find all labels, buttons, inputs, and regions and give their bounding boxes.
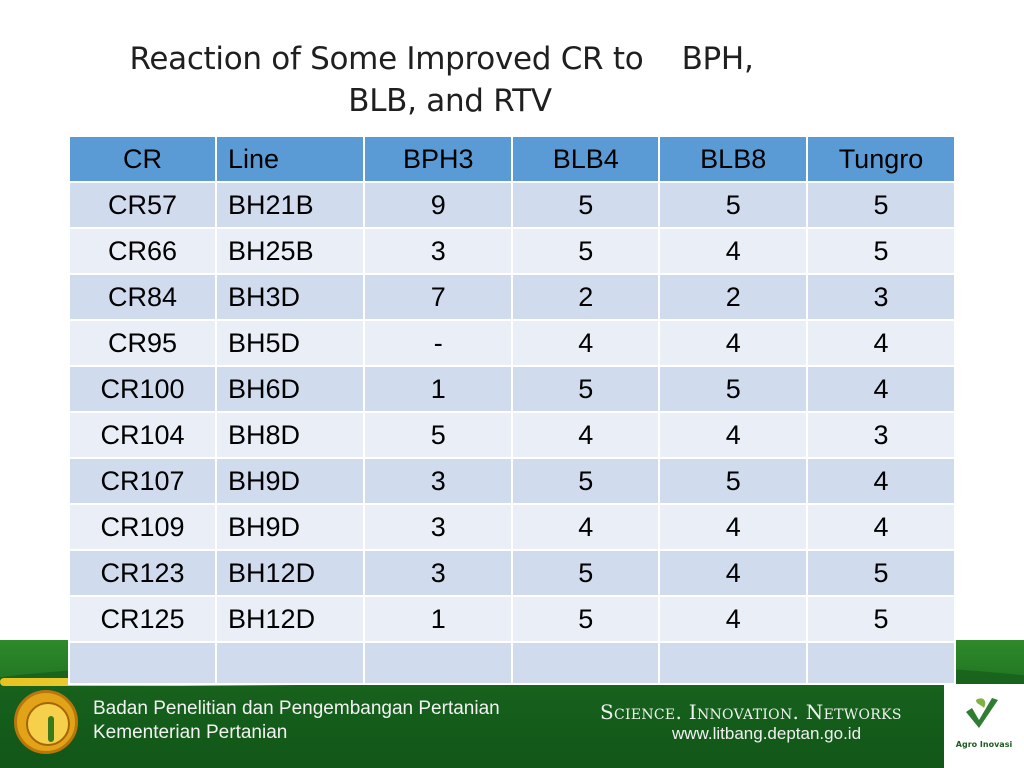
- table-cell: BH25B: [215, 227, 366, 275]
- tagline: Science. Innovation. Networks: [600, 700, 902, 724]
- table-cell: 3: [363, 549, 514, 597]
- table-cell: [805, 641, 957, 685]
- table-cell: 5: [805, 595, 957, 643]
- table-cell: 3: [363, 457, 514, 505]
- table-row: CR100 BH6D 1 5 5 4: [67, 365, 957, 413]
- table-cell: BH6D: [215, 365, 366, 413]
- table-cell: 1: [363, 365, 514, 413]
- table-cell: [215, 641, 366, 685]
- table-header-row: CR Line BPH3 BLB4 BLB8 Tungro: [67, 135, 957, 183]
- table-cell: 1: [363, 595, 514, 643]
- col-header-tungro: Tungro: [805, 135, 957, 183]
- table-cell: CR104: [67, 411, 218, 459]
- table-cell: 4: [511, 319, 661, 367]
- leaf-check-icon: [966, 698, 998, 728]
- table-cell: 5: [805, 181, 957, 229]
- table-cell: BH12D: [215, 549, 366, 597]
- table-cell: 5: [658, 365, 808, 413]
- table-cell: BH12D: [215, 595, 366, 643]
- table-cell: [363, 641, 514, 685]
- table-row: CR104 BH8D 5 4 4 3: [67, 411, 957, 459]
- logo-caption: Agro Inovasi: [955, 740, 1013, 749]
- table-row: CR123 BH12D 3 5 4 5: [67, 549, 957, 597]
- table-cell: [511, 641, 661, 685]
- table-cell: 4: [658, 411, 808, 459]
- table-cell: 3: [363, 227, 514, 275]
- col-header-blb8: BLB8: [658, 135, 808, 183]
- table-cell: 3: [805, 273, 957, 321]
- table-cell: CR125: [67, 595, 218, 643]
- table-cell: 2: [511, 273, 661, 321]
- table-cell: 4: [805, 365, 957, 413]
- table-cell: CR66: [67, 227, 218, 275]
- table-cell: 5: [511, 457, 661, 505]
- table-row: CR84 BH3D 7 2 2 3: [67, 273, 957, 321]
- table-cell: 5: [511, 365, 661, 413]
- table-row: [67, 641, 957, 685]
- col-header-bph3: BPH3: [363, 135, 514, 183]
- table-cell: 4: [658, 595, 808, 643]
- col-header-line: Line: [215, 135, 366, 183]
- table-row: CR125 BH12D 1 5 4 5: [67, 595, 957, 643]
- slide-title-line1: Reaction of Some Improved CR to BPH,: [129, 41, 754, 77]
- table-cell: 3: [805, 411, 957, 459]
- table-cell: 4: [805, 503, 957, 551]
- table-cell: 5: [511, 595, 661, 643]
- table-cell: 5: [805, 549, 957, 597]
- table-cell: CR123: [67, 549, 218, 597]
- table-cell: 4: [511, 411, 661, 459]
- table-cell: BH9D: [215, 503, 366, 551]
- table-cell: 4: [658, 549, 808, 597]
- table-cell: CR84: [67, 273, 218, 321]
- table-cell: [67, 641, 218, 685]
- col-header-cr: CR: [67, 135, 218, 183]
- table-cell: 4: [658, 503, 808, 551]
- reaction-table: CR Line BPH3 BLB4 BLB8 Tungro CR57 BH21B 9…: [67, 135, 957, 685]
- table-row: CR95 BH5D -4 4 4: [67, 319, 957, 367]
- table-cell: 9: [363, 181, 514, 229]
- table-row: CR109 BH9D 3 4 4 4: [67, 503, 957, 551]
- table-cell: BH3D: [215, 273, 366, 321]
- table-cell: 5: [511, 181, 661, 229]
- table-cell: 3: [363, 503, 514, 551]
- table-cell: BH5D: [215, 319, 366, 367]
- org-name: Badan Penelitian dan Pengembangan Pertan…: [93, 698, 500, 719]
- website-url: www.litbang.deptan.go.id: [672, 724, 862, 743]
- agro-inovasi-logo-icon: Agro Inovasi: [944, 684, 1024, 768]
- table-cell: BH9D: [215, 457, 366, 505]
- slide-title-line2: BLB, and RTV: [348, 83, 552, 119]
- table-cell: CR57: [67, 181, 218, 229]
- table-cell: -: [363, 319, 514, 367]
- table-cell: 7: [363, 273, 514, 321]
- table-cell: 5: [511, 549, 661, 597]
- ministry-seal-icon: [14, 690, 78, 754]
- table-cell: 5: [658, 181, 808, 229]
- table-cell: CR100: [67, 365, 218, 413]
- table-row: CR107 BH9D 3 5 5 4: [67, 457, 957, 505]
- table-row: CR66 BH25B 3 5 4 5: [67, 227, 957, 275]
- table-cell: CR107: [67, 457, 218, 505]
- table-cell: BH21B: [215, 181, 366, 229]
- table-cell: 4: [658, 227, 808, 275]
- table-row: CR57 BH21B 9 5 5 5: [67, 181, 957, 229]
- table-cell: 4: [805, 319, 957, 367]
- table-cell: 5: [805, 227, 957, 275]
- ministry-name: Kementerian Pertanian: [93, 722, 288, 743]
- table-cell: 5: [511, 227, 661, 275]
- table-cell: [658, 641, 808, 685]
- table-cell: 4: [805, 457, 957, 505]
- table-cell: 4: [511, 503, 661, 551]
- table-cell: 4: [658, 319, 808, 367]
- table-cell: CR109: [67, 503, 218, 551]
- table-cell: BH8D: [215, 411, 366, 459]
- slide-title: Reaction of Some Improved CR to BPH, BLB…: [0, 38, 880, 122]
- table-cell: CR95: [67, 319, 218, 367]
- table-cell: 2: [658, 273, 808, 321]
- table-cell: 5: [363, 411, 514, 459]
- col-header-blb4: BLB4: [511, 135, 661, 183]
- table-cell: 5: [658, 457, 808, 505]
